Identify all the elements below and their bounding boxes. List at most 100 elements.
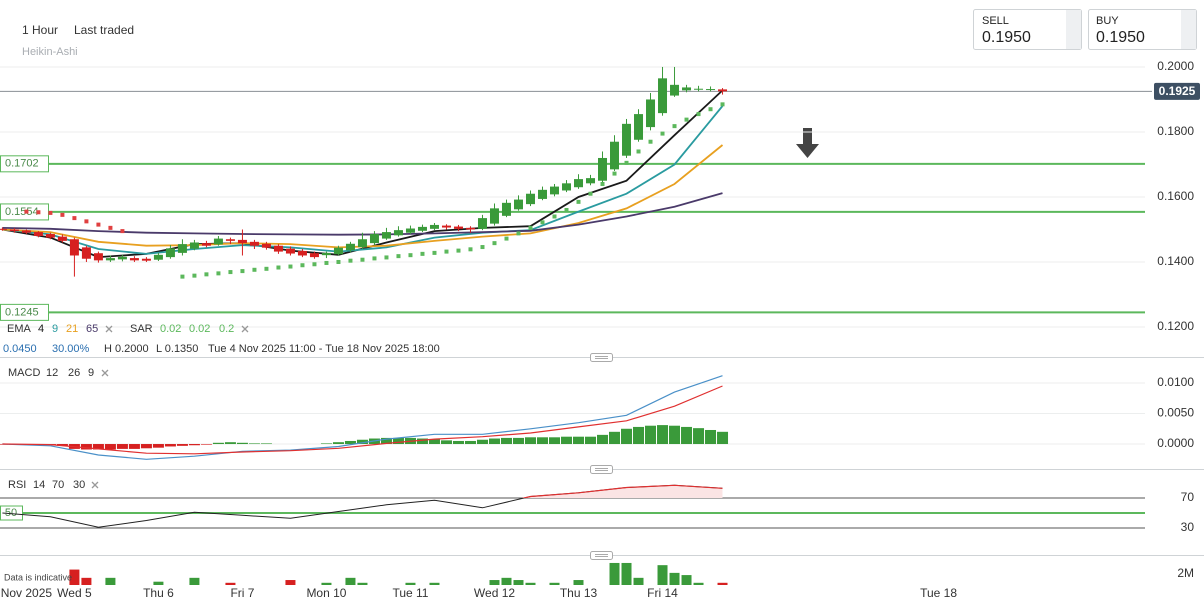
sar-dot — [636, 149, 641, 154]
sar-dot — [360, 257, 365, 262]
sar-dot — [312, 262, 317, 267]
resize-handle[interactable] — [590, 551, 613, 560]
level-label-box — [0, 303, 49, 321]
macd-histogram-bar — [657, 425, 669, 445]
price-mode[interactable]: Last traded — [74, 23, 134, 37]
candle-body — [129, 258, 139, 261]
y-tick-label: 0.0050 — [1157, 406, 1194, 420]
sar-dot — [528, 225, 533, 230]
y-tick-label: 0.1800 — [1157, 124, 1194, 138]
sar-dot — [396, 254, 401, 259]
sar-dot — [684, 117, 689, 122]
volume-bar — [321, 582, 332, 585]
candle-body — [381, 232, 391, 239]
candle-body — [586, 178, 596, 184]
rsi-mid-label: 50 — [5, 507, 17, 519]
sar-dot — [252, 267, 257, 272]
interval[interactable]: 1 Hour — [22, 23, 58, 37]
resize-handle[interactable] — [590, 353, 613, 362]
buy-box[interactable]: BUY 0.1950 — [1088, 9, 1197, 50]
sar-dot — [408, 253, 413, 258]
ema-line — [2, 105, 724, 255]
buy-box-strip — [1181, 10, 1196, 49]
sar-param: 0.02 — [189, 323, 210, 335]
macd-line — [2, 385, 723, 455]
volume-bar — [69, 569, 80, 585]
close-icon[interactable] — [91, 481, 99, 489]
volume-bar — [513, 580, 524, 585]
sar-dot — [228, 270, 233, 275]
sar-dot — [540, 220, 545, 225]
down-arrow-drawing[interactable] — [796, 128, 819, 158]
sar-dot — [216, 271, 221, 276]
sar-param: 0.02 — [160, 323, 181, 335]
sar-dot — [240, 269, 245, 274]
macd-histogram-bar — [188, 444, 200, 446]
sar-dot — [600, 181, 605, 186]
sar-dot — [204, 272, 209, 277]
candle-body — [465, 227, 475, 230]
macd-histogram-bar — [440, 440, 452, 445]
ema-legend-title: EMA — [7, 323, 32, 335]
sell-box[interactable]: SELL 0.1950 — [973, 9, 1082, 50]
rsi-param: 14 — [33, 479, 45, 491]
sar-dot — [324, 260, 329, 265]
candle-body — [165, 248, 175, 258]
y-tick-label: 0.1400 — [1157, 254, 1194, 268]
macd-histogram-bar — [609, 431, 621, 445]
volume-bar — [633, 577, 644, 585]
sar-dot — [672, 124, 677, 129]
info-text: L 0.1350 — [156, 343, 198, 355]
sar-dot — [336, 259, 341, 264]
sar-dot — [96, 222, 101, 227]
macd-histogram-bar — [500, 437, 512, 445]
macd-histogram-bar — [380, 437, 392, 445]
candle-body — [682, 87, 692, 91]
sell-box-strip — [1066, 10, 1081, 49]
volume-bar — [285, 580, 296, 585]
sar-dot — [432, 250, 437, 255]
close-icon[interactable] — [101, 369, 109, 377]
volume-bar — [681, 575, 692, 585]
candle-body — [417, 226, 427, 231]
macd-histogram-bar — [536, 437, 548, 445]
candle-body — [718, 89, 728, 92]
resize-handle[interactable] — [590, 465, 613, 474]
candle-body — [333, 247, 343, 255]
sar-dot — [192, 273, 197, 278]
x-tick-label: Tue 18 — [920, 586, 957, 600]
x-tick-label: Fri 7 — [230, 586, 254, 600]
candle-body — [670, 84, 680, 96]
sar-dot — [516, 231, 521, 236]
sar-dot — [468, 247, 473, 252]
level-label-box — [0, 155, 49, 173]
rsi-param: 70 — [52, 479, 64, 491]
x-tick-label: Tue 11 — [392, 586, 428, 600]
buy-price: 0.1950 — [1096, 29, 1145, 46]
candle-body — [610, 141, 620, 170]
sar-dot — [456, 248, 461, 253]
x-tick-label: Wed 5 — [57, 586, 92, 600]
candle-body — [634, 114, 644, 140]
close-icon[interactable] — [241, 325, 249, 333]
volume-bar — [345, 577, 356, 585]
sar-dot — [276, 265, 281, 270]
candle-body — [357, 239, 367, 248]
candle-body — [561, 183, 571, 191]
volume-bar — [501, 577, 512, 585]
candle-body — [69, 239, 79, 256]
candle-body — [537, 189, 547, 199]
candle-body — [249, 241, 259, 246]
candle-body — [213, 238, 223, 245]
candle-body — [513, 199, 523, 210]
candle-body — [574, 179, 584, 188]
close-icon[interactable] — [105, 325, 113, 333]
macd-legend-title: MACD — [8, 367, 40, 379]
sell-price: 0.1950 — [982, 29, 1031, 46]
candle-body — [646, 99, 656, 128]
sar-dot — [300, 263, 305, 268]
legend-entry: 65 — [86, 323, 98, 335]
macd-histogram-bar — [669, 425, 681, 445]
macd-histogram-bar — [560, 436, 572, 445]
candle-body — [441, 225, 451, 228]
